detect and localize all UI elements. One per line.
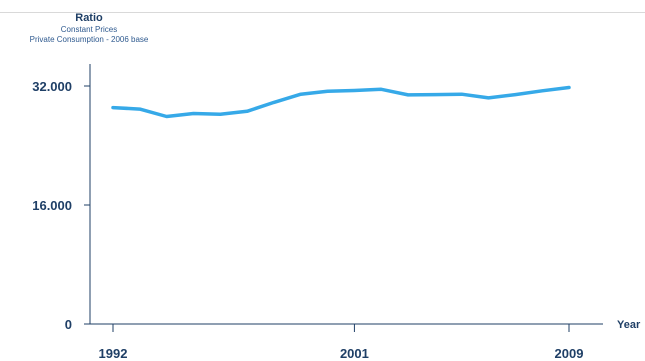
tick-labels: 0 16.000 32.000 1992 2001 2009: [32, 79, 583, 361]
top-divider: [0, 12, 645, 13]
subtitle-prices: Constant Prices: [60, 25, 118, 34]
x-tick-label: 1992: [99, 346, 128, 361]
x-tick-label: 2009: [555, 346, 584, 361]
y-tick-label: 16.000: [32, 198, 72, 213]
y-tick-label: 32.000: [32, 79, 72, 94]
x-tick-label: 2001: [340, 346, 369, 361]
series-group: [111, 85, 571, 119]
axes: [89, 64, 603, 325]
y-tick-label: 0: [65, 317, 72, 332]
x-axis-title: Year: [617, 319, 641, 331]
y-axis-title: Ratio: [75, 12, 103, 24]
series-line: [111, 85, 571, 119]
subtitle-base: Private Consumption - 2006 base: [29, 35, 149, 44]
chart-header: Ratio Constant Prices Private Consumptio…: [0, 12, 178, 45]
ticks: [84, 85, 570, 332]
